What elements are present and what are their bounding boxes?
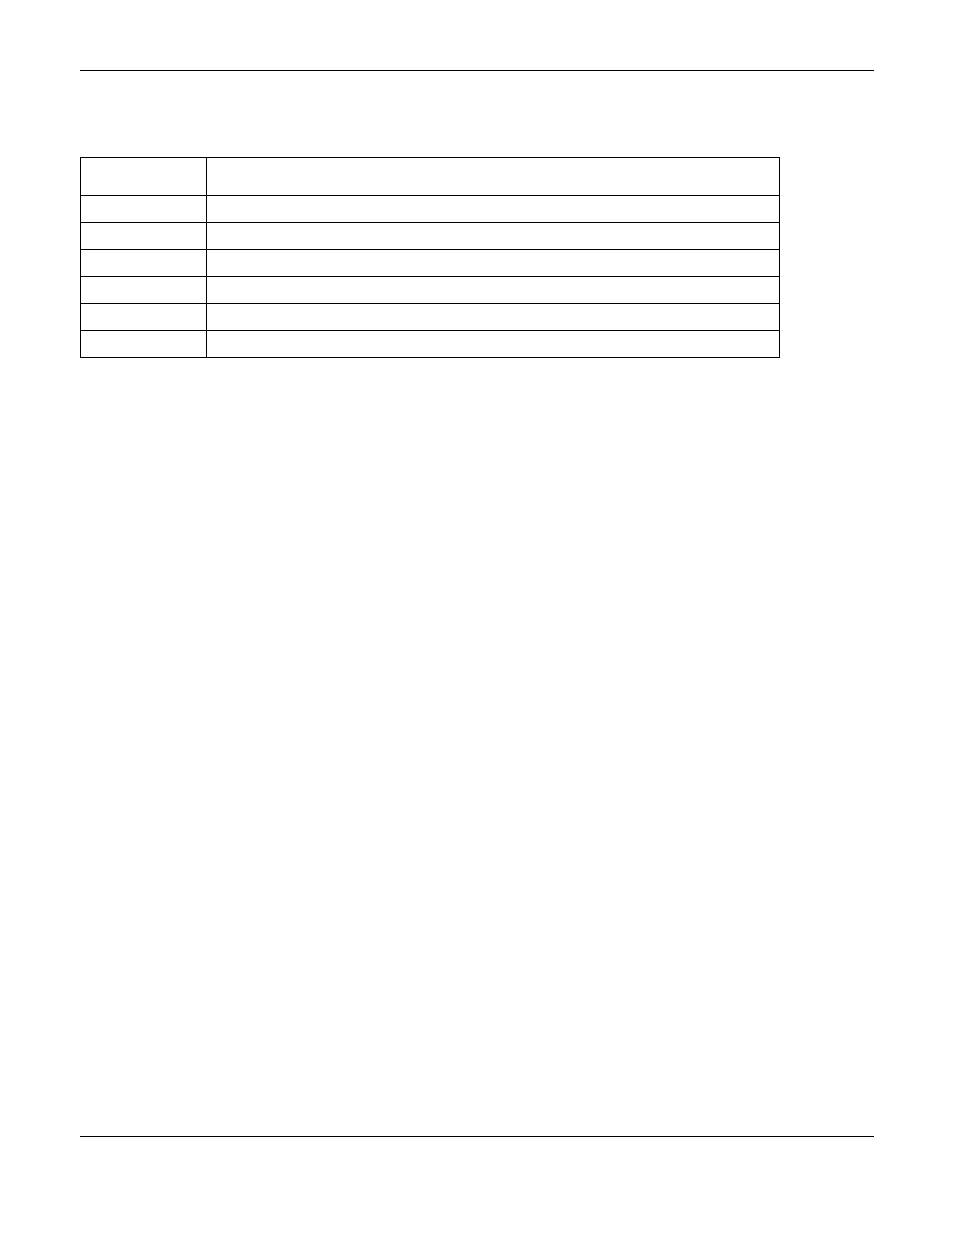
top-horizontal-rule — [80, 70, 874, 71]
table-row — [81, 331, 780, 358]
table-row — [81, 277, 780, 304]
table-cell — [81, 223, 207, 250]
table-header-cell — [81, 158, 207, 196]
table-row — [81, 250, 780, 277]
table-row — [81, 223, 780, 250]
table-cell — [81, 196, 207, 223]
table-cell — [206, 223, 779, 250]
data-table-container — [80, 157, 780, 358]
table-row — [81, 196, 780, 223]
table-cell — [81, 304, 207, 331]
table-cell — [206, 304, 779, 331]
table-cell — [206, 331, 779, 358]
table-cell — [81, 331, 207, 358]
table-row — [81, 304, 780, 331]
table-cell — [206, 196, 779, 223]
table-cell — [206, 277, 779, 304]
document-page — [0, 0, 954, 1235]
table-cell — [81, 250, 207, 277]
data-table — [80, 157, 780, 358]
bottom-horizontal-rule — [80, 1136, 874, 1137]
table-header-row — [81, 158, 780, 196]
table-cell — [81, 277, 207, 304]
table-cell — [206, 250, 779, 277]
table-header-cell — [206, 158, 779, 196]
